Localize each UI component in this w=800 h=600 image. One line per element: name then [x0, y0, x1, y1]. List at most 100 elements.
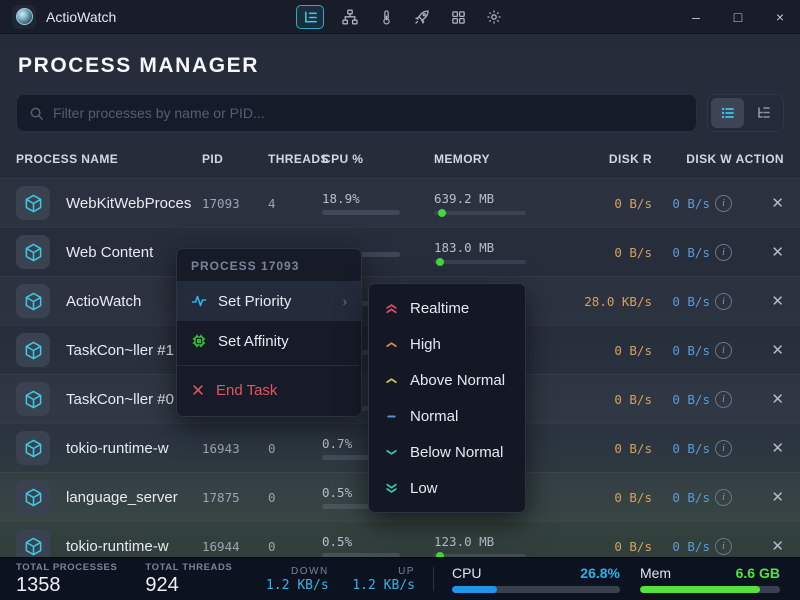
priority-level-icon: [385, 482, 398, 495]
net-up: UP 1.2 KB/s: [352, 565, 415, 593]
col-process-name[interactable]: PROCESS NAME: [16, 152, 119, 166]
cpu-chip-icon: [191, 333, 207, 349]
info-icon[interactable]: i: [715, 390, 732, 408]
priority-option-below-normal[interactable]: Below Normal: [369, 434, 525, 470]
table-row[interactable]: Web Content 183.0 MB 0 B/s 0 B/s i ✕: [0, 227, 800, 276]
end-task-icon[interactable]: ✕: [771, 538, 784, 555]
process-disk-read: 0 B/s: [614, 489, 652, 505]
process-pid: 17093: [202, 195, 240, 211]
table-header: PROCESS NAME PID THREADS CPU % MEMORY DI…: [0, 146, 800, 178]
info-icon[interactable]: i: [715, 341, 732, 359]
process-disk-write: 0 B/s i: [652, 194, 732, 212]
col-action: ACTION: [735, 152, 784, 166]
cpu-bar: [322, 210, 400, 215]
process-disk-write: 0 B/s i: [652, 439, 732, 457]
process-disk-write: 0 B/s i: [652, 243, 732, 261]
col-pid[interactable]: PID: [202, 152, 224, 166]
gear-icon[interactable]: [484, 7, 504, 27]
priority-option-normal[interactable]: Normal: [369, 398, 525, 434]
app-logo-icon: [15, 8, 33, 25]
info-icon[interactable]: i: [715, 537, 732, 555]
process-disk-read: 0 B/s: [614, 342, 652, 358]
sitemap-icon[interactable]: [340, 7, 360, 27]
col-disk-w[interactable]: DISK W: [686, 152, 732, 166]
cpu-bar: [322, 504, 400, 509]
menu-item-end-task[interactable]: End Task: [177, 370, 361, 410]
total-threads: TOTAL THREADS 924: [145, 561, 233, 596]
info-icon[interactable]: i: [715, 439, 732, 457]
end-task-icon[interactable]: ✕: [771, 440, 784, 457]
process-disk-read: 0 B/s: [614, 440, 652, 456]
thermometer-icon[interactable]: [376, 7, 396, 27]
tree-view-button[interactable]: [747, 98, 780, 128]
filter-box[interactable]: [16, 94, 697, 132]
process-threads: 0: [268, 440, 276, 456]
total-processes: TOTAL PROCESSES 1358: [16, 561, 118, 596]
rocket-icon[interactable]: [412, 7, 432, 27]
col-memory[interactable]: MEMORY: [434, 152, 490, 166]
menu-item-set-affinity[interactable]: Set Affinity: [177, 321, 361, 361]
process-name: language_server: [66, 488, 178, 506]
process-cpu: 0.5%: [322, 534, 434, 558]
end-task-icon[interactable]: ✕: [771, 391, 784, 408]
process-cube-icon: [16, 186, 50, 220]
filter-input[interactable]: [53, 105, 684, 121]
titlebar: ActioWatch – □ ×: [0, 0, 800, 34]
cpu-bar: [322, 553, 400, 558]
info-icon[interactable]: i: [715, 292, 732, 310]
context-menu: PROCESS 17093 Set Priority › Set Affinit…: [176, 248, 362, 417]
process-disk-read: 0 B/s: [614, 195, 652, 211]
memory-bar: [434, 552, 526, 560]
maximize-button[interactable]: □: [733, 8, 743, 25]
end-task-icon[interactable]: ✕: [771, 244, 784, 261]
x-icon: [191, 383, 205, 397]
statusbar-divider: [432, 567, 434, 591]
menu-item-set-priority[interactable]: Set Priority ›: [177, 281, 361, 321]
window-controls: – □ ×: [688, 9, 788, 25]
priority-option-realtime[interactable]: Realtime: [369, 290, 525, 326]
info-icon[interactable]: i: [715, 488, 732, 506]
end-task-icon[interactable]: ✕: [771, 342, 784, 359]
end-task-icon[interactable]: ✕: [771, 293, 784, 310]
process-cube-icon: [16, 235, 50, 269]
mem-meter: Mem 6.6 GB: [639, 565, 780, 593]
memory-bar: [434, 258, 526, 266]
priority-option-low[interactable]: Low: [369, 470, 525, 506]
minimize-button[interactable]: –: [692, 8, 700, 25]
table-row[interactable]: WebKitWebProces 17093 4 18.9% 639.2 MB 0…: [0, 178, 800, 227]
priority-level-icon: [385, 374, 398, 387]
process-pid: 17875: [202, 489, 240, 505]
close-button[interactable]: ×: [775, 8, 785, 25]
col-disk-r[interactable]: DISK R: [608, 152, 652, 166]
end-task-icon[interactable]: ✕: [771, 489, 784, 506]
process-cube-icon: [16, 284, 50, 318]
process-cpu: 0.5%: [322, 485, 434, 509]
info-icon[interactable]: i: [715, 243, 732, 261]
process-cube-icon: [16, 333, 50, 367]
process-memory: 639.2 MB: [434, 191, 560, 217]
process-name: tokio-runtime-w: [66, 439, 169, 457]
col-cpu[interactable]: CPU %: [322, 152, 364, 166]
memory-bar: [434, 209, 526, 217]
priority-level-icon: [385, 338, 398, 351]
process-disk-read: 0 B/s: [614, 538, 652, 554]
table-row[interactable]: tokio-runtime-w 16944 0 0.5% 123.0 MB 0 …: [0, 521, 800, 570]
grid-icon[interactable]: [448, 7, 468, 27]
process-disk-write: 0 B/s i: [652, 292, 732, 310]
titlebar-nav: [296, 0, 504, 34]
info-icon[interactable]: i: [715, 194, 732, 212]
status-bar: TOTAL PROCESSES 1358 TOTAL THREADS 924 D…: [0, 557, 800, 600]
chevron-right-icon: ›: [342, 293, 347, 309]
list-view-button[interactable]: [711, 98, 744, 128]
end-task-icon[interactable]: ✕: [771, 195, 784, 212]
view-toggle: [707, 94, 784, 132]
process-list-icon[interactable]: [296, 5, 324, 29]
process-cube-icon: [16, 480, 50, 514]
cpu-bar: [322, 455, 400, 460]
col-threads[interactable]: THREADS: [268, 152, 329, 166]
process-name: Web Content: [66, 243, 154, 261]
priority-option-above-normal[interactable]: Above Normal: [369, 362, 525, 398]
process-memory: 183.0 MB: [434, 240, 560, 266]
priority-option-high[interactable]: High: [369, 326, 525, 362]
